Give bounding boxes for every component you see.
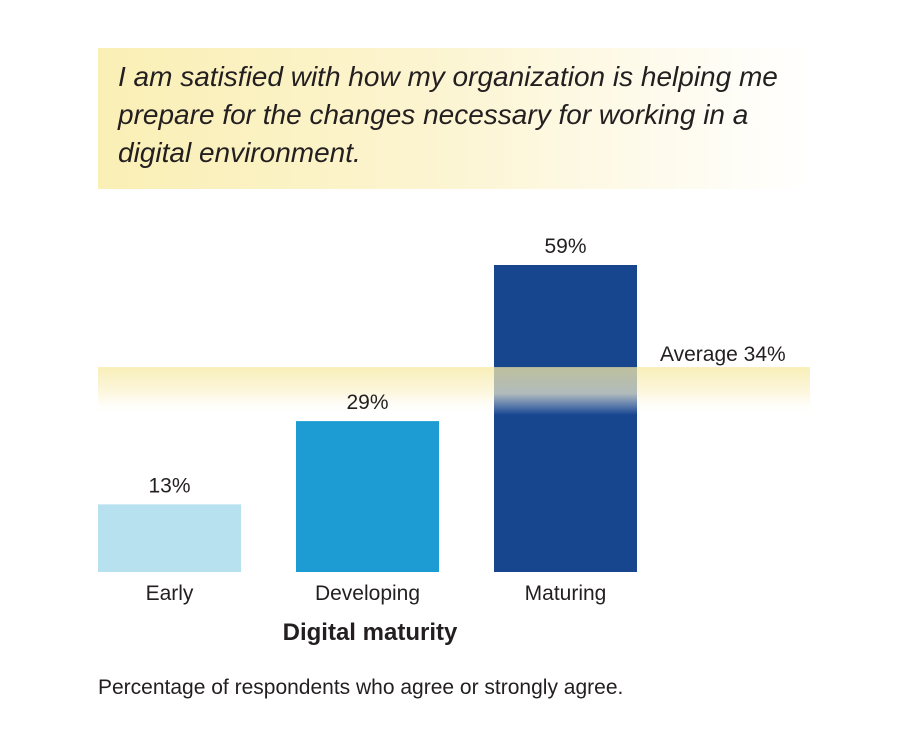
chart-title: I am satisfied with how my organization … — [118, 61, 778, 168]
value-label-developing: 29% — [346, 391, 388, 414]
average-band — [98, 367, 810, 416]
value-label-maturing: 59% — [544, 235, 586, 258]
bar-maturing — [494, 265, 637, 572]
value-label-early: 13% — [148, 474, 190, 497]
category-label-maturing: Maturing — [525, 582, 607, 605]
x-axis-title: Digital maturity — [283, 619, 458, 646]
footnote: Percentage of respondents who agree or s… — [98, 676, 624, 699]
category-label-developing: Developing — [315, 582, 420, 605]
title-band — [98, 48, 810, 189]
average-label: Average 34% — [660, 343, 786, 366]
category-label-early: Early — [146, 582, 194, 605]
bar-early — [98, 504, 241, 572]
bar-chart: 13% Early 29% Developing 59% Maturing Digital … — [98, 235, 810, 646]
bar-developing — [296, 421, 439, 572]
